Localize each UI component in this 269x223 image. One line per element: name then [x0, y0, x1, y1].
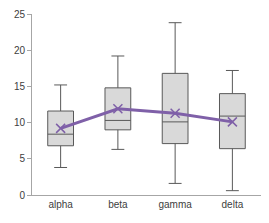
svg-text:5: 5	[19, 153, 25, 164]
svg-text:0: 0	[19, 190, 25, 201]
svg-text:alpha: alpha	[48, 199, 73, 210]
svg-text:gamma: gamma	[158, 199, 192, 210]
svg-text:beta: beta	[108, 199, 128, 210]
svg-text:15: 15	[14, 81, 26, 92]
svg-text:25: 25	[14, 9, 26, 20]
svg-text:delta: delta	[222, 199, 244, 210]
svg-text:20: 20	[14, 45, 26, 56]
svg-text:10: 10	[14, 117, 26, 128]
